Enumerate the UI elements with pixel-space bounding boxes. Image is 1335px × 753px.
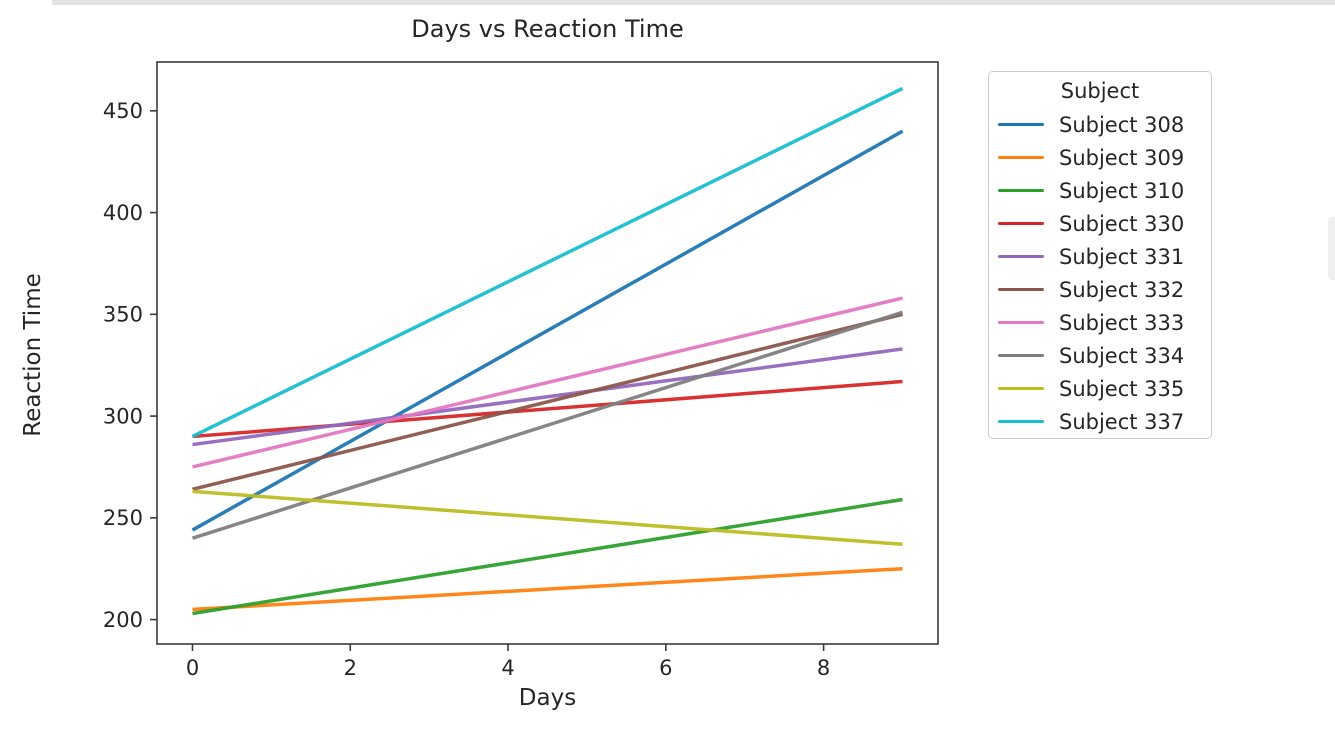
- legend-entry-subject-330: Subject 330: [989, 207, 1211, 240]
- legend-label: Subject 337: [1059, 409, 1185, 434]
- series-line-subject-332: [192, 312, 903, 492]
- series-line-subject-333: [192, 296, 903, 469]
- legend-label: Subject 333: [1059, 310, 1185, 335]
- series-line-subject-310: [192, 497, 903, 616]
- legend-title: Subject: [1060, 79, 1140, 103]
- x-tick-label: 2: [344, 656, 357, 680]
- chart-title: Days vs Reaction Time: [411, 15, 684, 43]
- scrollbar-thumb[interactable]: [1328, 217, 1335, 280]
- legend-swatch-line-icon: [998, 155, 1044, 160]
- y-tick-label: 200: [103, 608, 143, 632]
- y-tick-label: 450: [103, 99, 143, 123]
- top-border-strip: [52, 0, 1335, 5]
- y-tick-label: 250: [103, 506, 143, 530]
- y-tick-label: 300: [103, 404, 143, 428]
- legend-swatch-line-icon: [998, 353, 1044, 358]
- legend-entry-subject-309: Subject 309: [989, 141, 1211, 174]
- legend-label: Subject 331: [1059, 244, 1185, 269]
- series-line-subject-335: [192, 489, 903, 547]
- legend-label: Subject 308: [1059, 112, 1185, 137]
- legend-swatch-line-icon: [998, 122, 1044, 127]
- legend-label: Subject 335: [1059, 376, 1185, 401]
- legend-entry-subject-335: Subject 335: [989, 372, 1211, 405]
- y-tick-label: 350: [103, 303, 143, 327]
- series-line-subject-334: [191, 310, 904, 540]
- legend-entry-subject-310: Subject 310: [989, 174, 1211, 207]
- series-line-subject-330: [192, 379, 903, 439]
- legend-label: Subject 334: [1059, 343, 1185, 368]
- legend-swatch-line-icon: [998, 386, 1044, 391]
- series-line-subject-308: [191, 129, 904, 532]
- x-axis-label: Days: [518, 685, 577, 711]
- legend-entry-subject-337: Subject 337: [989, 405, 1211, 438]
- plot-border: [156, 61, 939, 645]
- x-tick-label: 6: [659, 656, 672, 680]
- y-tick-label: 400: [103, 201, 143, 225]
- legend-swatch-line-icon: [998, 221, 1044, 226]
- legend-swatch-line-icon: [998, 188, 1044, 193]
- series-line-subject-331: [192, 347, 903, 447]
- legend-entry-subject-333: Subject 333: [989, 306, 1211, 339]
- series-line-subject-309: [192, 566, 903, 612]
- legend-entries: Subject 308 Subject 309 Subject 310 Subject…: [989, 108, 1211, 438]
- legend-swatch-line-icon: [998, 320, 1044, 325]
- legend-label: Subject 309: [1059, 145, 1185, 170]
- series-line-subject-337: [191, 86, 904, 439]
- legend-entry-subject-334: Subject 334: [989, 339, 1211, 372]
- legend-entry-subject-308: Subject 308: [989, 108, 1211, 141]
- legend-entry-subject-331: Subject 331: [989, 240, 1211, 273]
- chart-canvas: 200 250 300 350 400 450 0 2 4 6 8: [103, 61, 939, 680]
- legend-label: Subject 330: [1059, 211, 1185, 236]
- legend-entry-subject-332: Subject 332: [989, 273, 1211, 306]
- x-tick-label: 8: [817, 656, 830, 680]
- legend-swatch-line-icon: [998, 287, 1044, 292]
- legend-swatch-line-icon: [998, 254, 1044, 259]
- legend-label: Subject 332: [1059, 277, 1185, 302]
- x-tick-label: 0: [186, 656, 199, 680]
- x-tick-label: 4: [501, 656, 514, 680]
- legend-label: Subject 310: [1059, 178, 1185, 203]
- legend: Subject Subject 308 Subject 309 Subject 31…: [988, 71, 1212, 439]
- legend-swatch-line-icon: [998, 419, 1044, 424]
